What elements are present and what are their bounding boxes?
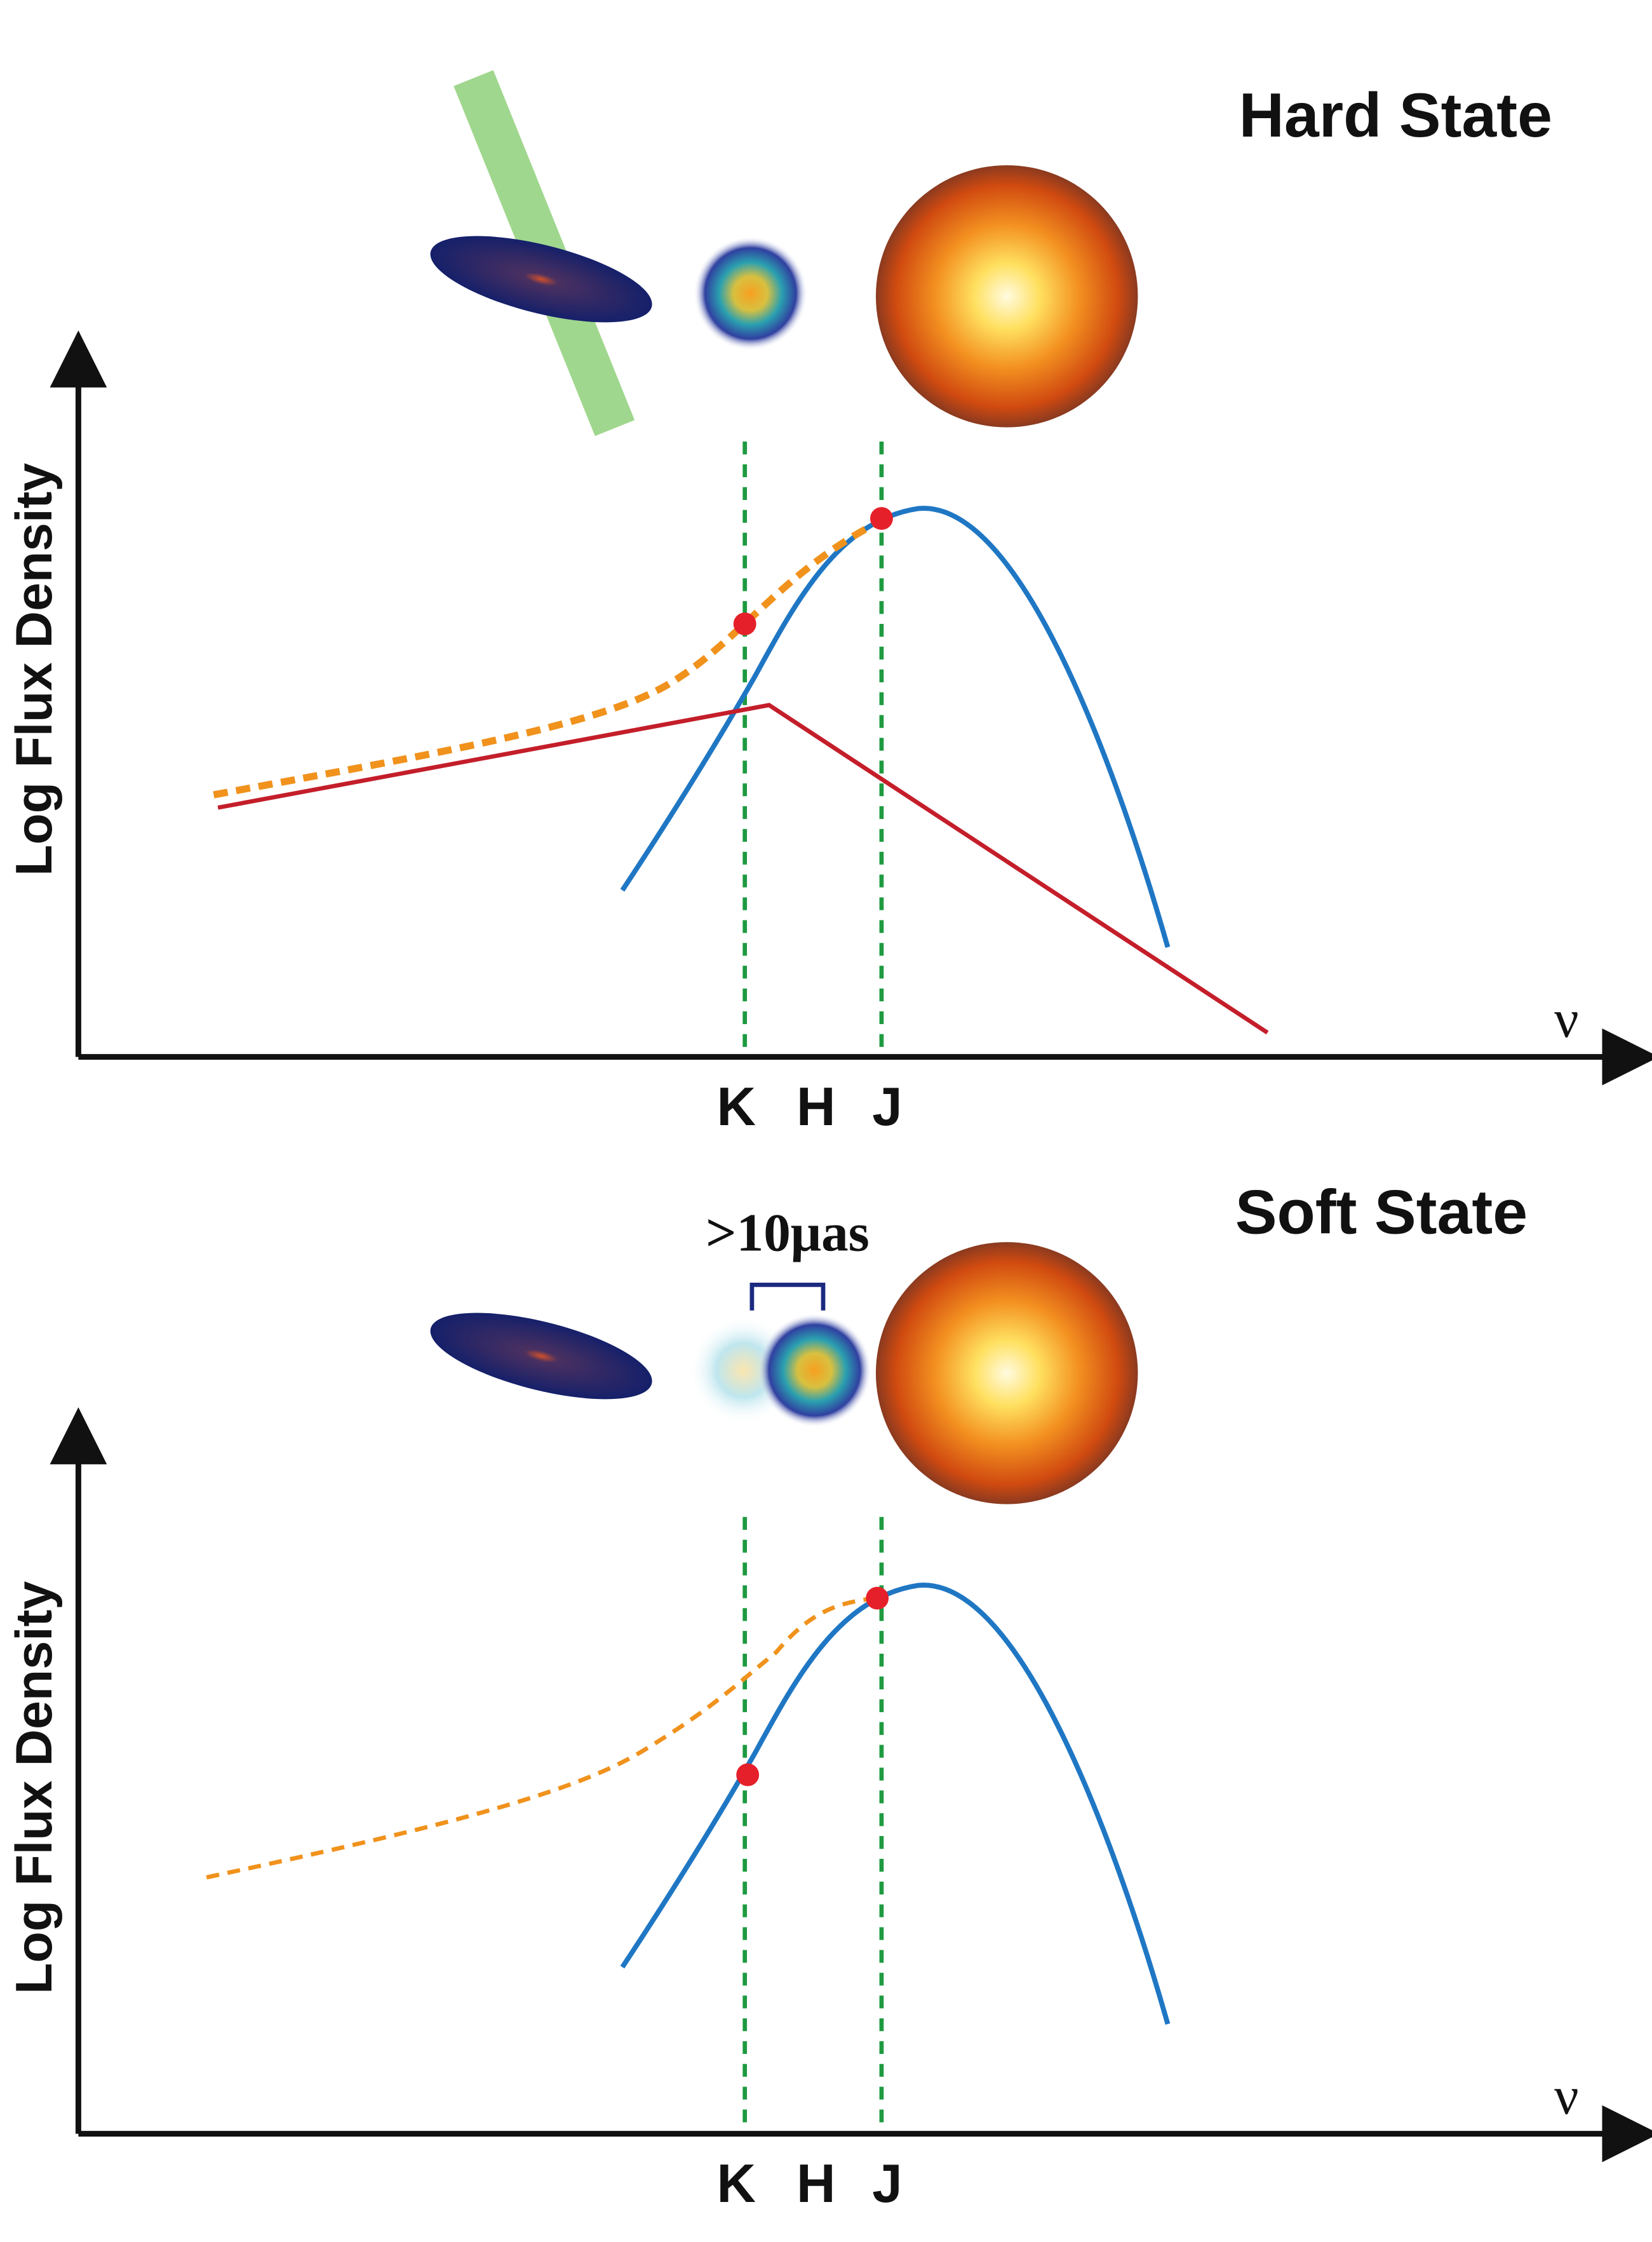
panel-title: Soft State — [1235, 1177, 1528, 1247]
x-axis-label: ν — [1554, 2066, 1579, 2126]
star — [875, 1242, 1138, 1504]
band-label: J — [872, 2154, 902, 2214]
star — [875, 165, 1138, 428]
total-spectrum — [213, 517, 885, 799]
k-point — [733, 612, 756, 635]
soft-panel: Soft State >10μas Log Flux Density ν K H… — [6, 1177, 1652, 2214]
band-label: J — [872, 1077, 902, 1137]
star-spectrum — [620, 506, 1171, 949]
accretion-disk — [430, 1313, 652, 1400]
j-point — [866, 1586, 889, 1610]
y-axis-label: Log Flux Density — [6, 1581, 63, 1994]
k-point — [736, 1763, 760, 1786]
accretion-disk — [430, 236, 652, 323]
band-label: H — [796, 1077, 836, 1137]
total-spectrum — [206, 1596, 876, 1880]
panel-title: Hard State — [1239, 80, 1552, 150]
jet-spectrum — [217, 703, 1269, 1035]
jet-blob — [757, 1313, 872, 1428]
jet-blob — [693, 236, 808, 351]
j-point — [870, 507, 893, 530]
band-label: H — [796, 2154, 836, 2214]
band-label: K — [716, 1077, 756, 1137]
annotation: >10μas — [706, 1203, 870, 1263]
hard-panel: Hard State Log Flux Density ν K H J — [6, 70, 1652, 1137]
band-label: K — [716, 2154, 756, 2214]
star-spectrum — [620, 1583, 1171, 2025]
y-axis-label: Log Flux Density — [6, 463, 63, 876]
x-axis-label: ν — [1554, 989, 1579, 1049]
bracket — [749, 1282, 826, 1311]
